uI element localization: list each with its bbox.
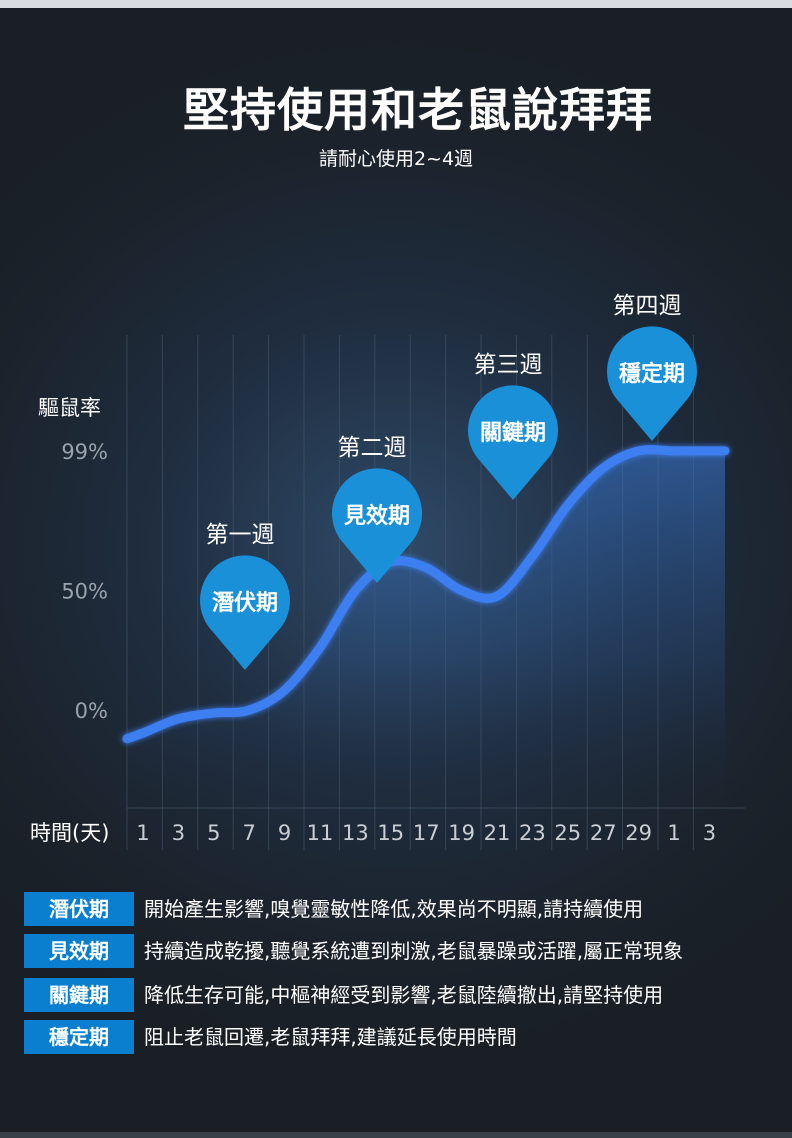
x-tick-label: 7: [243, 821, 256, 845]
phase-label: 穩定期: [619, 361, 685, 387]
curve-area-fill: [127, 449, 725, 808]
week-label: 第二週: [338, 435, 407, 461]
x-tick-label: 27: [590, 821, 617, 845]
phase-marker-3: 關鍵期 第三週: [468, 352, 558, 500]
legend-row-4: 穩定期 阻止老鼠回遷,老鼠拜拜,建議延長使用時間: [24, 1020, 784, 1054]
y-tick-label: 50%: [61, 580, 108, 604]
x-tick-label: 5: [207, 821, 220, 845]
map-pin-icon: [200, 555, 291, 670]
x-tick-label: 1: [136, 821, 149, 845]
legend-row-3: 關鍵期 降低生存可能,中樞神經受到影響,老鼠陸續撤出,請堅持使用: [24, 978, 784, 1012]
phase-marker-4: 穩定期 第四週: [607, 293, 697, 441]
bottom-border: [0, 1132, 792, 1138]
x-tick-label: 19: [448, 821, 475, 845]
phase-marker-1: 潛伏期 第一週: [200, 522, 291, 670]
legend-phase-description: 降低生存可能,中樞神經受到影響,老鼠陸續撤出,請堅持使用: [144, 983, 664, 1007]
legend-phase-badge: 關鍵期: [24, 978, 134, 1012]
legend-phase-description: 持續造成乾擾,聽覺系統遭到刺激,老鼠暴躁或活躍,屬正常現象: [144, 939, 684, 963]
phase-label: 關鍵期: [480, 420, 546, 446]
x-tick-label: 9: [278, 821, 291, 845]
legend-row-2: 見效期 持續造成乾擾,聽覺系統遭到刺激,老鼠暴躁或活躍,屬正常現象: [24, 934, 784, 968]
map-pin-icon: [468, 385, 558, 500]
page-title: 堅持使用和老鼠說拜拜: [183, 83, 653, 137]
map-pin-icon: [607, 326, 697, 441]
phase-marker-2: 見效期 第二週: [332, 435, 422, 583]
effect-line-chart: 99%50%0% 1 3 5 7 9 11 13 15 17 19 21 23 25 27 29 1 3 驅鼠率…: [30, 293, 745, 850]
x-tick-label: 11: [307, 821, 334, 845]
x-tick-label: 23: [519, 821, 546, 845]
y-axis-ticks: 99% 50% 0%: [61, 440, 108, 723]
legend-phase-badge: 見效期: [24, 934, 134, 968]
curve-line: [122, 445, 730, 744]
x-tick-label: 3: [703, 821, 716, 845]
week-label: 第一週: [206, 522, 275, 548]
x-tick-label: 29: [625, 821, 652, 845]
x-tick-label: 21: [484, 821, 511, 845]
phase-label: 潛伏期: [212, 590, 278, 616]
x-tick-label: 1: [667, 821, 680, 845]
legend-phase-description: 阻止老鼠回遷,老鼠拜拜,建議延長使用時間: [144, 1025, 517, 1049]
top-border: [0, 0, 792, 8]
legend-phase-badge: 潛伏期: [24, 892, 134, 926]
y-axis-label: 驅鼠率: [38, 396, 101, 420]
legend-phase-description: 開始產生影響,嗅覺靈敏性降低,效果尚不明顯,請持續使用: [144, 897, 644, 921]
x-tick-label: 13: [342, 821, 369, 845]
week-label: 第三週: [474, 352, 543, 378]
page-subtitle: 請耐心使用2~4週: [318, 148, 474, 170]
map-pin-icon: [332, 468, 422, 583]
x-tick-label: 15: [377, 821, 404, 845]
legend-row-1: 潛伏期 開始產生影響,嗅覺靈敏性降低,效果尚不明顯,請持續使用: [24, 892, 784, 926]
phase-markers: 潛伏期 第一週 見效期 第二週 關鍵期 第三週 穩定期 第四週: [200, 293, 697, 670]
phase-label: 見效期: [344, 503, 410, 529]
x-axis-label: 時間(天): [30, 821, 109, 845]
week-label: 第四週: [613, 293, 682, 319]
x-tick-label: 17: [413, 821, 440, 845]
y-tick-label: 99%: [61, 440, 108, 464]
y-tick-label: 0%: [75, 699, 108, 723]
legend-phase-badge: 穩定期: [24, 1020, 134, 1054]
x-tick-label: 25: [554, 821, 581, 845]
x-tick-label: 3: [172, 821, 185, 845]
x-axis-ticks: 1 3 5 7 9 11 13 15 17 19 21 23 25 27 29 1 3: [136, 821, 716, 845]
